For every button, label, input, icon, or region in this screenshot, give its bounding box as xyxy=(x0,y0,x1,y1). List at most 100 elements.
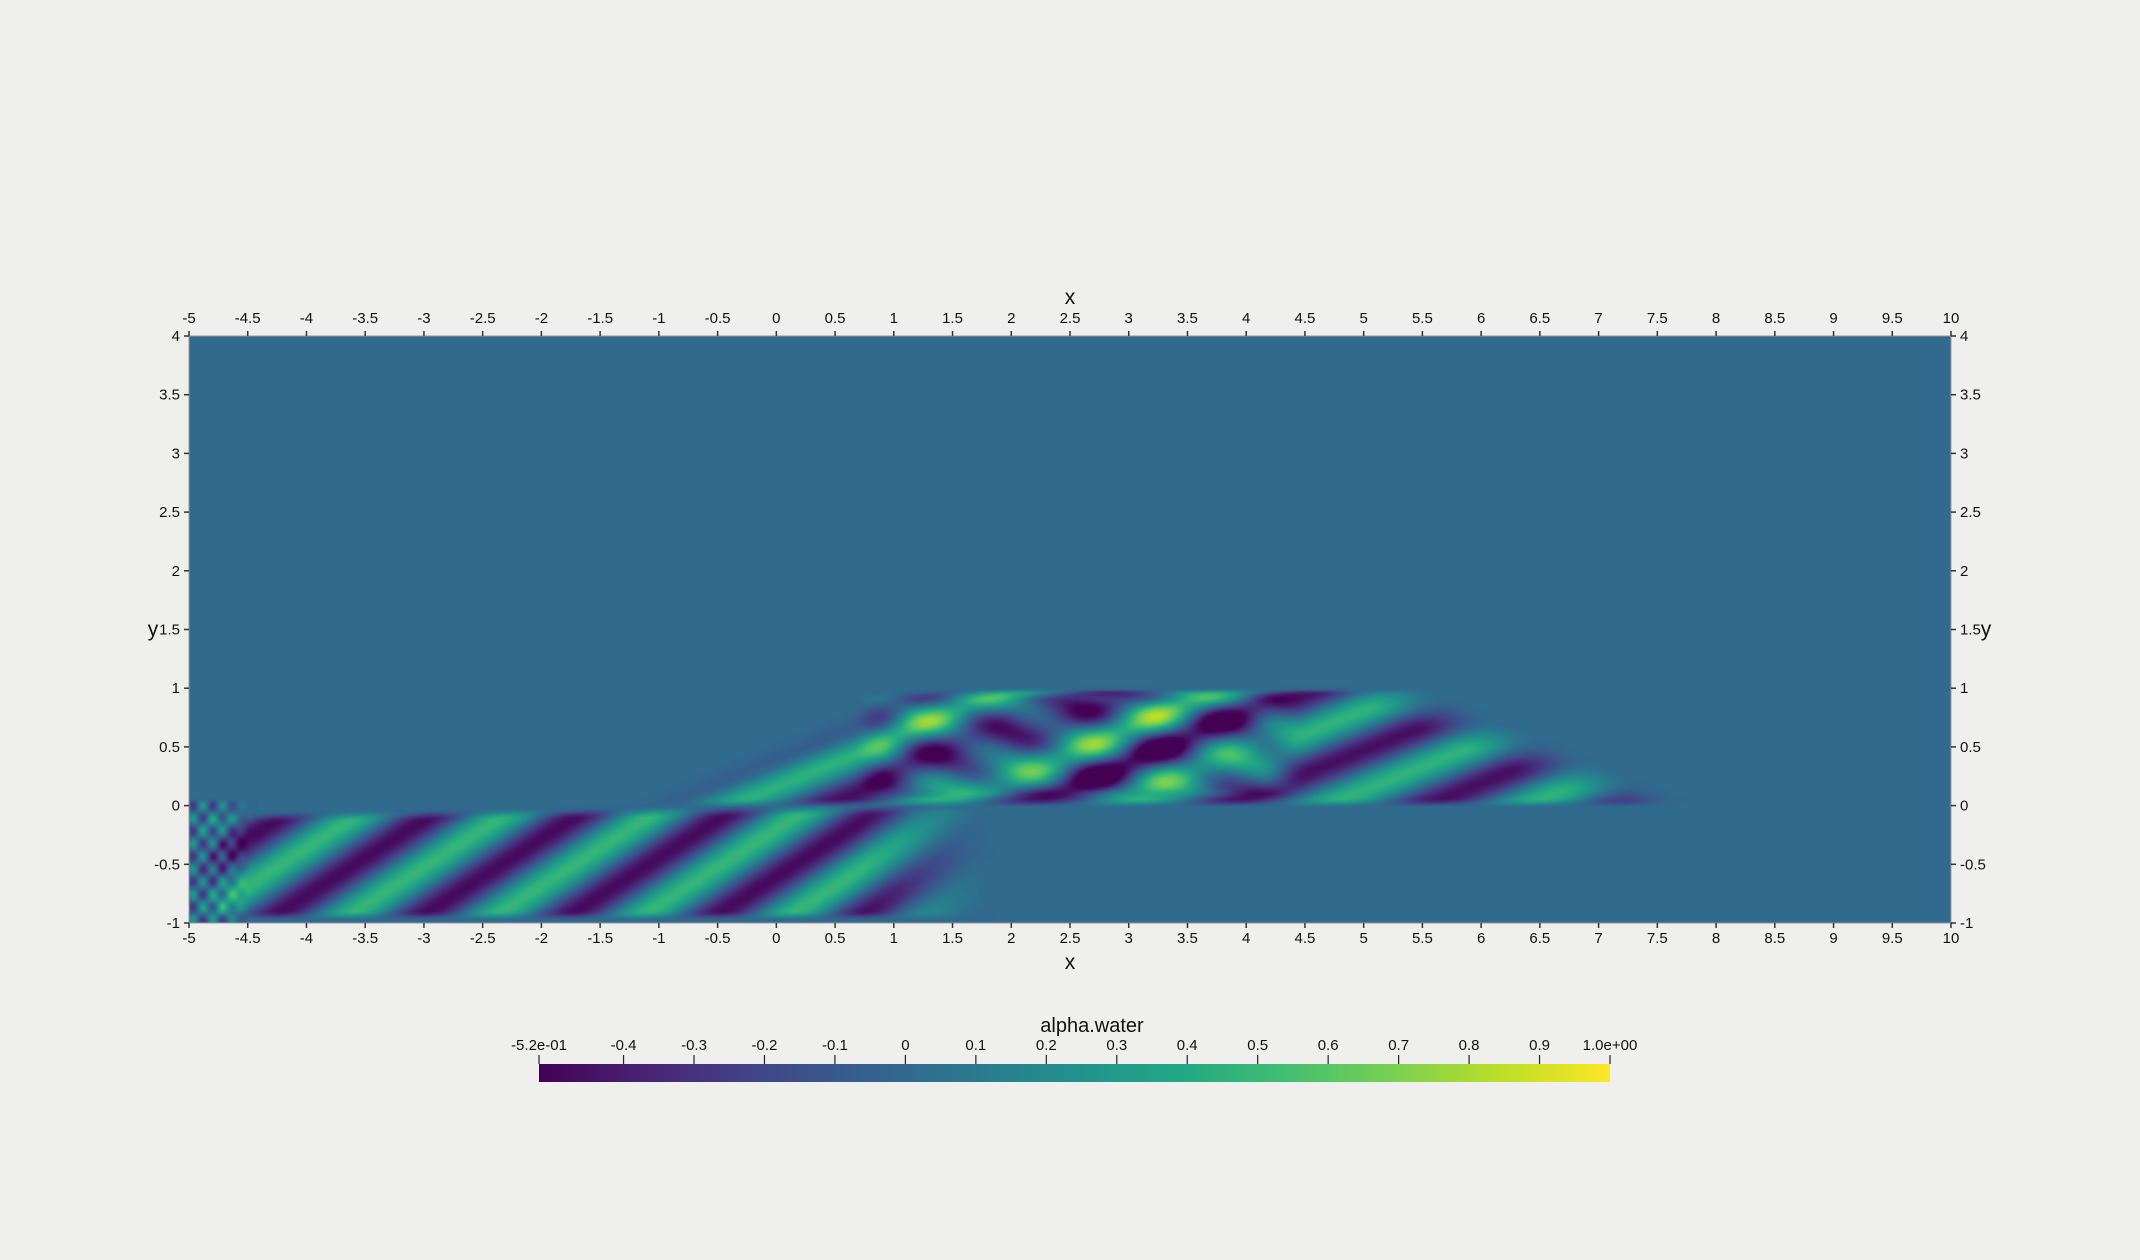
colorbar-tick-label: 0.9 xyxy=(1529,1037,1550,1054)
x-tick-label-top: 9 xyxy=(1829,310,1837,327)
x-tick-label-top: 1.5 xyxy=(942,310,963,327)
x-tick-label-top: 8.5 xyxy=(1764,310,1785,327)
colorbar-title: alpha.water xyxy=(1040,1015,1144,1037)
x-tick-label-bottom: 3 xyxy=(1125,930,1133,947)
x-tick-label-top: 2.5 xyxy=(1060,310,1081,327)
colorbar-tick-label: 0.5 xyxy=(1247,1037,1268,1054)
x-tick-label-top: -1 xyxy=(652,310,665,327)
x-tick-label-bottom: -0.5 xyxy=(705,930,731,947)
x-tick-label-bottom: 0 xyxy=(772,930,780,947)
x-tick-label-top: 3 xyxy=(1125,310,1133,327)
x-tick-label-bottom: 4.5 xyxy=(1295,930,1316,947)
colorbar-tick-label: 0.3 xyxy=(1106,1037,1127,1054)
x-tick-label-top: 0.5 xyxy=(825,310,846,327)
colorbar-tick-label: 0.4 xyxy=(1177,1037,1198,1054)
x-tick-label-top: 7 xyxy=(1594,310,1602,327)
y-tick-label-left: 3 xyxy=(172,445,180,462)
x-tick-label-bottom: 10 xyxy=(1943,930,1960,947)
x-tick-label-top: -3.5 xyxy=(352,310,378,327)
x-tick-label-top: -2 xyxy=(535,310,548,327)
colorbar-gradient xyxy=(539,1064,1610,1082)
x-tick-label-bottom: 6 xyxy=(1477,930,1485,947)
x-tick-label-bottom: 5 xyxy=(1359,930,1367,947)
x-tick-label-top: 8 xyxy=(1712,310,1720,327)
y-tick-label-right: 1 xyxy=(1960,680,1968,697)
y-tick-label-right: 0.5 xyxy=(1960,739,1981,756)
x-tick-label-top: -3 xyxy=(417,310,430,327)
colorbar-tick-label: -0.2 xyxy=(752,1037,778,1054)
y-tick-label-right: 3.5 xyxy=(1960,387,1981,404)
colorbar-tick-label: 0 xyxy=(901,1037,909,1054)
colorbar-tick-label: 0.7 xyxy=(1388,1037,1409,1054)
colorbar-tick-label: -0.4 xyxy=(611,1037,637,1054)
x-tick-label-bottom: 7.5 xyxy=(1647,930,1668,947)
x-tick-label-bottom: 6.5 xyxy=(1529,930,1550,947)
x-tick-label-top: 5.5 xyxy=(1412,310,1433,327)
x-tick-label-top: 1 xyxy=(890,310,898,327)
alpha-water-field xyxy=(189,336,1951,923)
y-tick-label-left: 2.5 xyxy=(159,504,180,521)
x-tick-label-top: 9.5 xyxy=(1882,310,1903,327)
x-tick-label-bottom: -5 xyxy=(182,930,195,947)
x-axis-title-bottom: x xyxy=(1065,951,1076,974)
x-tick-label-bottom: 9.5 xyxy=(1882,930,1903,947)
x-tick-label-top: 7.5 xyxy=(1647,310,1668,327)
x-tick-label-bottom: 2 xyxy=(1007,930,1015,947)
x-tick-label-bottom: 3.5 xyxy=(1177,930,1198,947)
colorbar-tick-label: 0.1 xyxy=(965,1037,986,1054)
y-tick-label-left: 0 xyxy=(172,798,180,815)
colorbar-tick-label: -0.1 xyxy=(822,1037,848,1054)
colorbar-tick-label: 0.8 xyxy=(1459,1037,1480,1054)
y-tick-label-right: -1 xyxy=(1960,915,1973,932)
x-tick-label-top: 2 xyxy=(1007,310,1015,327)
y-tick-label-right: 3 xyxy=(1960,445,1968,462)
x-tick-label-bottom: -2.5 xyxy=(470,930,496,947)
x-tick-label-bottom: 8.5 xyxy=(1764,930,1785,947)
x-tick-label-bottom: -4 xyxy=(300,930,313,947)
y-tick-label-right: 2.5 xyxy=(1960,504,1981,521)
y-tick-label-right: 1.5 xyxy=(1960,622,1981,639)
x-tick-label-top: -1.5 xyxy=(587,310,613,327)
y-tick-label-right: 4 xyxy=(1960,328,1968,345)
x-tick-label-bottom: 9 xyxy=(1829,930,1837,947)
x-tick-label-top: 4.5 xyxy=(1295,310,1316,327)
x-tick-label-bottom: -1 xyxy=(652,930,665,947)
x-tick-label-bottom: -2 xyxy=(535,930,548,947)
y-axis-title-right: y xyxy=(1981,618,1992,641)
y-tick-label-left: 1 xyxy=(172,680,180,697)
colorbar-ticks: -5.2e-01 -0.4 -0.3 -0.2 -0.1 0 0.1 0.2 0.3 0.4 0.5… xyxy=(511,1037,1637,1064)
y-tick-label-left: 0.5 xyxy=(159,739,180,756)
x-tick-label-bottom: 5.5 xyxy=(1412,930,1433,947)
colorbar-tick-label: 0.6 xyxy=(1318,1037,1339,1054)
colorbar: alpha.water -5.2e-01 -0.4 -0.3 -0.2 -0.1 0 0.1… xyxy=(511,1015,1637,1082)
x-tick-label-bottom: -3.5 xyxy=(352,930,378,947)
x-tick-label-bottom: 4 xyxy=(1242,930,1250,947)
x-tick-label-top: 5 xyxy=(1359,310,1367,327)
y-axis-title-left: y xyxy=(148,618,159,641)
x-axis-title-top: x xyxy=(1065,286,1076,309)
x-tick-label-bottom: -3 xyxy=(417,930,430,947)
y-tick-label-right: 0 xyxy=(1960,798,1968,815)
x-tick-label-top: 4 xyxy=(1242,310,1250,327)
y-tick-label-left: -0.5 xyxy=(154,856,180,873)
y-tick-label-left: 4 xyxy=(172,328,180,345)
x-tick-label-bottom: 0.5 xyxy=(825,930,846,947)
x-tick-label-bottom: -1.5 xyxy=(587,930,613,947)
x-tick-label-bottom: 1 xyxy=(890,930,898,947)
x-tick-label-bottom: 1.5 xyxy=(942,930,963,947)
x-tick-label-bottom: -4.5 xyxy=(235,930,261,947)
y-tick-label-left: -1 xyxy=(167,915,180,932)
x-tick-label-top: -5 xyxy=(182,310,195,327)
x-tick-label-bottom: 2.5 xyxy=(1060,930,1081,947)
x-tick-label-top: 10 xyxy=(1943,310,1960,327)
y-tick-label-left: 1.5 xyxy=(159,622,180,639)
x-tick-label-top: 0 xyxy=(772,310,780,327)
colorbar-tick-label: 1.0e+00 xyxy=(1583,1037,1638,1054)
x-tick-label-bottom: 8 xyxy=(1712,930,1720,947)
x-tick-label-top: -4 xyxy=(300,310,313,327)
x-tick-label-bottom: 7 xyxy=(1594,930,1602,947)
x-tick-label-top: -2.5 xyxy=(470,310,496,327)
x-tick-label-top: -4.5 xyxy=(235,310,261,327)
x-tick-label-top: 6 xyxy=(1477,310,1485,327)
